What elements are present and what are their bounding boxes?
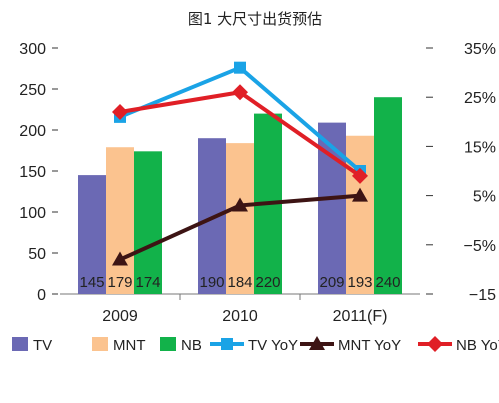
data-label: 145 (79, 274, 104, 291)
y2-tick-label: 5% (473, 189, 496, 206)
data-label: 174 (135, 274, 160, 291)
point-nb-yoy (232, 84, 248, 101)
point-tv-yoy (234, 61, 246, 74)
data-label: 193 (347, 274, 372, 291)
x-tick-label: 2011(F) (333, 308, 388, 325)
y2-tick-label: 35% (464, 41, 496, 58)
bar-mnt (346, 135, 374, 294)
x-tick-label: 2009 (102, 308, 138, 325)
axes-layer: 300 250 200 150 100 50 0 35% 25% 15% 5% −5% −15 2009 2… (19, 41, 496, 325)
y-tick-label: 200 (19, 123, 46, 140)
legend-label: TV YoY (248, 337, 298, 354)
legend-swatch (12, 337, 28, 351)
y2-tick-label: −5% (464, 238, 496, 255)
legend-swatch (160, 337, 176, 351)
data-label: 179 (107, 274, 132, 291)
data-label: 240 (375, 274, 400, 291)
bar-nb (374, 97, 402, 294)
legend-item-nb: NB (160, 337, 202, 354)
legend-marker (309, 336, 325, 350)
y-tick-label: 250 (19, 82, 46, 99)
y-tick-label: 300 (19, 41, 46, 58)
legend-label: NB YoY (456, 337, 499, 354)
legend-label: NB (181, 337, 202, 354)
x-tick-label: 2010 (222, 308, 258, 325)
data-labels-layer: 145 179 174 190 184 220 209 193 240 (79, 274, 400, 291)
bar-nb (134, 151, 162, 294)
point-nb-yoy (112, 103, 128, 120)
legend-label: MNT (113, 337, 146, 354)
y2-tick-label: 25% (464, 90, 496, 107)
point-mnt-yoy (352, 187, 368, 202)
y-tick-label: 50 (28, 246, 46, 263)
data-label: 209 (319, 274, 344, 291)
y2-tick-label: 15% (464, 139, 496, 156)
legend-item-tv-yoy: TV YoY (210, 337, 298, 354)
bar-tv (78, 175, 106, 294)
y2-tick-label: −15 (469, 287, 496, 304)
legend-item-mnt-yoy: MNT YoY (300, 336, 401, 354)
legend-item-tv: TV (12, 337, 52, 354)
bar-mnt (226, 143, 254, 294)
legend-marker (221, 338, 233, 350)
legend-item-mnt: MNT (92, 337, 146, 354)
legend-label: MNT YoY (338, 337, 401, 354)
legend-item-nb-yoy: NB YoY (418, 336, 499, 354)
bar-mnt (106, 147, 134, 294)
y-tick-label: 100 (19, 205, 46, 222)
point-nb-yoy (352, 167, 368, 184)
legend-swatch (92, 337, 108, 351)
point-mnt-yoy (232, 197, 248, 212)
y-tick-label: 0 (37, 287, 46, 304)
bars-layer (78, 97, 402, 295)
y-tick-label: 150 (19, 164, 46, 181)
chart-title: 图1 大尺寸出货预估 (188, 10, 322, 28)
legend-marker (427, 336, 443, 352)
data-label: 190 (199, 274, 224, 291)
data-label: 184 (227, 274, 252, 291)
legend-label: TV (33, 337, 52, 354)
point-mnt-yoy (112, 251, 128, 266)
lines-layer (112, 61, 368, 266)
data-label: 220 (255, 274, 280, 291)
legend: TV MNT NB TV YoY MNT YoY NB YoY (12, 336, 499, 354)
